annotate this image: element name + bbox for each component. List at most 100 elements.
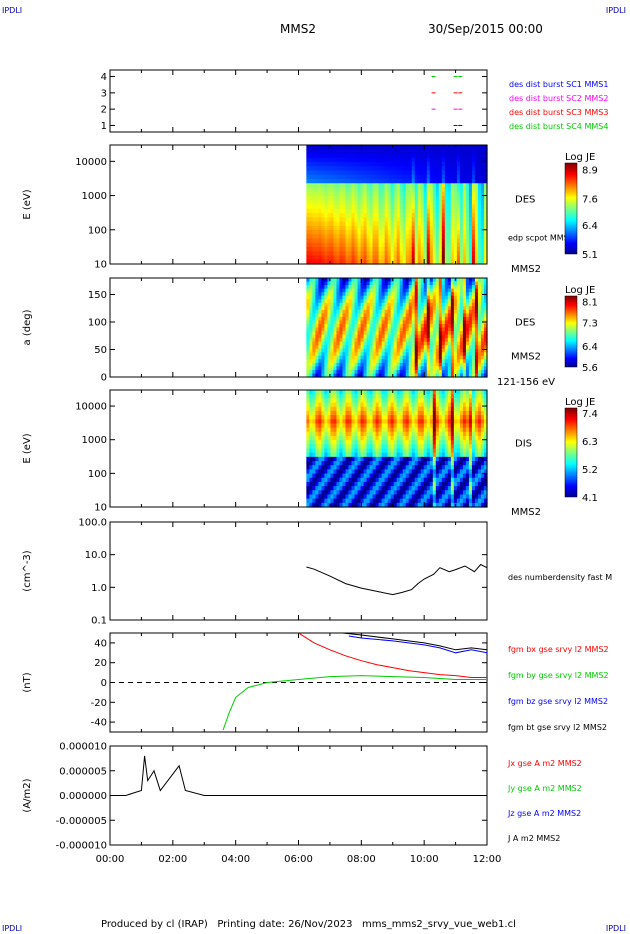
des_energy-ytick-label: 1000: [82, 191, 107, 202]
current-legend-entry: Jy gse A m2 MMS2: [507, 784, 582, 793]
x-axis-tick-label: 02:00: [158, 854, 187, 865]
density-ytick-label: 1.0: [91, 583, 107, 594]
des_energy-side-label: DES: [515, 195, 535, 206]
bfield-series-line: [298, 632, 487, 678]
x-axis-tick-label: 12:00: [473, 854, 502, 865]
des_energy-colorbar-tick: 6.4: [582, 221, 598, 232]
des_energy-colorbar-tick: 7.6: [582, 195, 598, 206]
current-legend-entry: Jx gse A m2 MMS2: [507, 759, 582, 768]
des_pitch-ylabel: a (deg): [22, 309, 33, 345]
x-axis-tick-label: 00:00: [96, 854, 125, 865]
des_energy-colorbar-tick: 8.9: [582, 166, 598, 177]
current-series-line: [110, 755, 487, 796]
corner-label-br: IPDLI: [605, 924, 626, 933]
dis_energy-ytick-label: 100: [88, 469, 107, 480]
burst-ytick-label: 3: [101, 88, 107, 99]
des_energy-ytick-label: 100: [88, 225, 107, 236]
bfield-legend-entry: fgm by gse srvy l2 MMS2: [508, 671, 609, 680]
des_energy-side-sub: edp scpot MMS2: [508, 234, 574, 243]
des_pitch-colorbar-tick: 5.6: [582, 363, 598, 374]
des_pitch-colorbar: [564, 295, 578, 368]
des_pitch-side-bottom: 121-156 eV: [497, 377, 555, 388]
current-ytick-label: -0.000010: [56, 841, 107, 852]
current-ytick-label: 0.000005: [59, 766, 107, 777]
current-ytick-label: -0.000005: [56, 816, 107, 827]
des_pitch-colorbar-title: Log JE: [565, 285, 595, 296]
burst-frame: [109, 69, 488, 133]
burst-legend-entry: des dist burst SC3 MMS3: [509, 108, 608, 117]
current-ytick-label: 0.000000: [59, 791, 107, 802]
bfield-ylabel: (nT): [22, 672, 33, 692]
des_energy-ytick-label: 10000: [75, 157, 107, 168]
bfield-legend-entry: fgm bx gse srvy l2 MMS2: [508, 645, 609, 654]
bfield-ytick-label: -20: [91, 698, 107, 709]
bfield-ytick-label: 0: [101, 678, 107, 689]
des_energy-colorbar-title: Log JE: [565, 152, 595, 163]
burst-legend-entry: des dist burst SC2 MMS2: [509, 94, 608, 103]
dis_energy-ylabel: E (eV): [22, 433, 33, 463]
density-frame: [109, 521, 488, 621]
des_energy-ylabel: E (eV): [22, 189, 33, 219]
mission-title: MMS2: [280, 22, 316, 36]
des_pitch-ytick-label: 50: [94, 345, 107, 356]
des_pitch-ytick-label: 0: [101, 373, 107, 384]
bfield-series-line: [348, 635, 488, 654]
dis_energy-ytick-label: 10000: [75, 402, 107, 413]
x-axis-tick-label: 04:00: [221, 854, 250, 865]
des_pitch-colorbar-tick: 7.3: [582, 318, 598, 329]
x-axis-tick-label: 08:00: [347, 854, 376, 865]
bfield-legend-entry: fgm bz gse srvy l2 MMS2: [508, 697, 608, 706]
bfield-ytick-label: 20: [94, 658, 107, 669]
bfield-ytick-label: -40: [91, 718, 107, 729]
x-axis-tick-label: 06:00: [284, 854, 313, 865]
dis_energy-colorbar-tick: 6.3: [582, 437, 598, 448]
des_pitch-colorbar-tick: 6.4: [582, 342, 598, 353]
dis_energy-ytick-label: 1000: [82, 435, 107, 446]
burst-legend-entry: des dist burst SC4 MMS4: [509, 122, 608, 131]
dis_energy-colorbar-tick: 4.1: [582, 493, 598, 504]
dis_energy-colorbar-tick: 5.2: [582, 465, 598, 476]
des_energy-side-bottom: MMS2: [511, 264, 541, 275]
corner-label-tl: IPDLI: [2, 6, 23, 15]
burst-legend-entry: des dist burst SC1 MMS1: [509, 80, 608, 89]
density-ylabel: (cm^-3): [22, 550, 33, 591]
burst-ytick-label: 1: [101, 121, 107, 132]
corner-label-tr: IPDLI: [605, 6, 626, 15]
current-legend-entry: J A m2 MMS2: [507, 834, 560, 843]
des_energy-heatmap: [306, 145, 488, 265]
dis_energy-side-label: DIS: [515, 439, 532, 450]
footer-credits: Produced by cl (IRAP) Printing date: 26/…: [101, 919, 516, 930]
dis_energy-colorbar-title: Log JE: [565, 397, 595, 408]
dis_energy-colorbar-tick: 7.4: [582, 409, 598, 420]
dis_energy-ytick-label: 10: [94, 503, 107, 514]
bfield-legend-entry: fgm bt gse srvy l2 MMS2: [508, 723, 607, 732]
dis_energy-heatmap: [306, 390, 488, 508]
density-ytick-label: 10.0: [85, 550, 107, 561]
des_pitch-side-label: DES: [515, 318, 535, 329]
density-side-label: des numberdensity fast M: [508, 573, 612, 582]
x-axis-tick-label: 10:00: [410, 854, 439, 865]
des_pitch-ytick-label: 100: [88, 318, 107, 329]
density-line: [306, 563, 488, 596]
dis_energy-colorbar: [564, 407, 578, 498]
current-ylabel: (A/m2): [22, 778, 33, 812]
des_pitch-heatmap: [306, 278, 488, 378]
bfield-series-line: [342, 632, 488, 651]
density-ytick-label: 100.0: [78, 518, 107, 529]
density-ytick-label: 0.1: [91, 616, 107, 627]
des_pitch-colorbar-tick: 8.1: [582, 297, 598, 308]
des_energy-ytick-label: 10: [94, 260, 107, 271]
burst-ytick-label: 2: [101, 105, 107, 116]
datetime-title: 30/Sep/2015 00:00: [428, 22, 543, 36]
des_energy-colorbar-tick: 5.1: [582, 250, 598, 261]
corner-label-bl: IPDLI: [2, 924, 23, 933]
burst-ytick-label: 4: [101, 72, 107, 83]
des_energy-colorbar: [564, 162, 578, 255]
des_pitch-ytick-label: 150: [88, 290, 107, 301]
bfield-ytick-label: 40: [94, 638, 107, 649]
bfield-series-line: [222, 675, 487, 731]
dis_energy-side-bottom: MMS2: [511, 507, 541, 518]
current-legend-entry: Jz gse A m2 MMS2: [507, 809, 581, 818]
des_pitch-side-sub: MMS2: [511, 352, 541, 363]
